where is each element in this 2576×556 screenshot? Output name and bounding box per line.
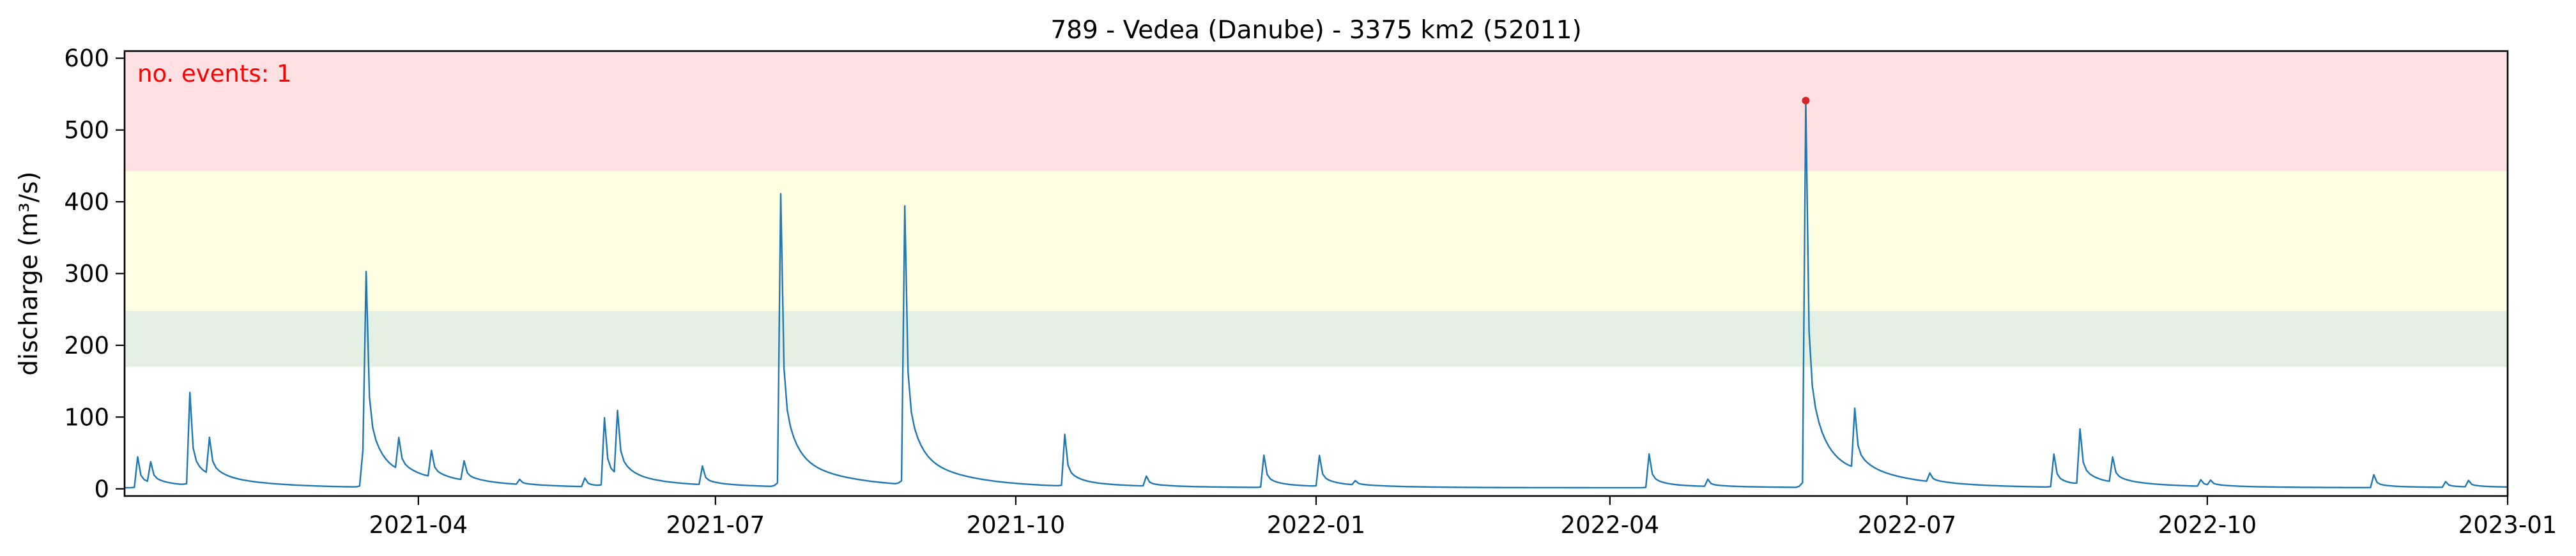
series-layer bbox=[125, 98, 2508, 489]
x-tick-label: 2023-01 bbox=[2458, 511, 2557, 539]
y-tick-label: 600 bbox=[64, 45, 109, 72]
y-axis-label: discharge (m³/s) bbox=[15, 172, 43, 376]
x-tick-label: 2022-01 bbox=[1267, 511, 1366, 539]
x-tick-label: 2021-04 bbox=[369, 511, 468, 539]
band-yellow bbox=[125, 170, 2508, 311]
x-tick-label: 2021-10 bbox=[967, 511, 1066, 539]
x-tick-label: 2022-04 bbox=[1561, 511, 1660, 539]
x-tick-label: 2021-07 bbox=[666, 511, 765, 539]
y-tick-label: 0 bbox=[94, 476, 109, 503]
event-markers bbox=[1802, 96, 1810, 105]
event-point bbox=[1802, 96, 1810, 105]
x-tick-label: 2022-10 bbox=[2158, 511, 2257, 539]
y-tick-label: 300 bbox=[64, 260, 109, 288]
band-green bbox=[125, 310, 2508, 367]
events-count-annotation: no. events: 1 bbox=[137, 60, 291, 87]
x-tick-label: 2022-07 bbox=[1858, 511, 1957, 539]
threshold-bands bbox=[125, 51, 2508, 367]
x-axis: 2021-04 2021-07 2021-10 2022-01 2022-04 2022-… bbox=[369, 496, 2557, 539]
y-axis: 0 100 200 300 400 500 600 bbox=[64, 45, 125, 503]
y-tick-label: 500 bbox=[64, 117, 109, 144]
y-tick-label: 200 bbox=[64, 332, 109, 359]
band-red bbox=[125, 51, 2508, 171]
discharge-series-line bbox=[125, 98, 2508, 489]
y-tick-label: 100 bbox=[64, 403, 109, 431]
y-tick-label: 400 bbox=[64, 188, 109, 216]
chart-title: 789 - Vedea (Danube) - 3375 km2 (52011) bbox=[1050, 16, 1581, 45]
